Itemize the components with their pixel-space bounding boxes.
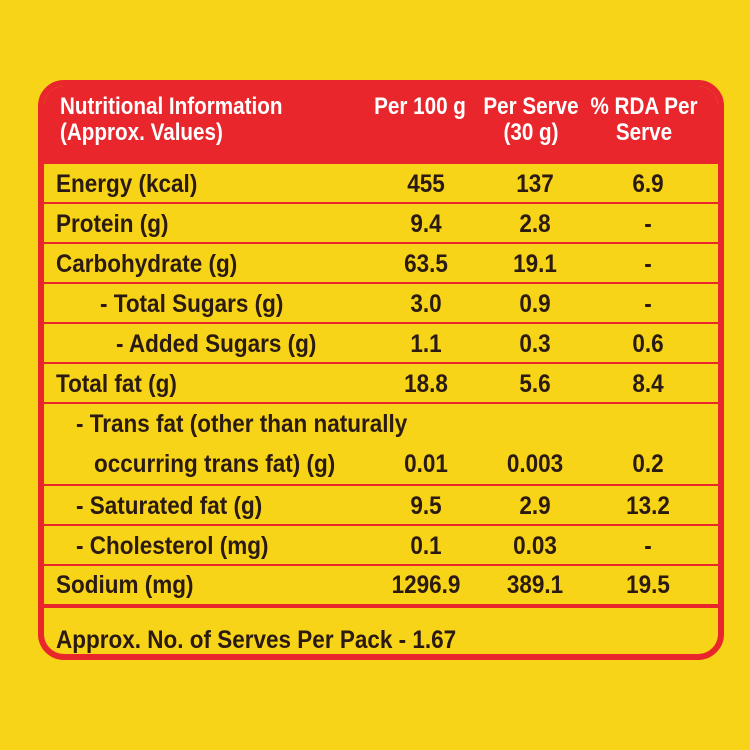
row-per-100g: 1.1 <box>410 330 442 358</box>
header-per-serve: Per Serve (30 g) <box>471 94 591 146</box>
table-row: - Cholesterol (mg) 0.1 0.03 - <box>44 526 718 566</box>
header-per-serve-line1: Per Serve <box>483 93 579 120</box>
row-per-100g: 3.0 <box>410 290 442 318</box>
table-row: Energy (kcal) 455 137 6.9 <box>44 164 718 204</box>
row-label: Total fat (g) <box>56 370 177 398</box>
row-per-serve: 2.8 <box>519 210 551 238</box>
row-label-line1: - Trans fat (other than naturally <box>76 410 408 438</box>
row-per-serve: 0.3 <box>519 330 551 358</box>
row-per-100g: 63.5 <box>404 250 448 278</box>
table-row: - Total Sugars (g) 3.0 0.9 - <box>44 284 718 324</box>
header-rda: % RDA Per Serve <box>584 94 704 146</box>
row-rda: - <box>644 250 652 278</box>
header-info-line1: Nutritional Information <box>60 93 283 120</box>
row-label: Protein (g) <box>56 210 169 238</box>
table-row: - Added Sugars (g) 1.1 0.3 0.6 <box>44 324 718 364</box>
row-per-100g: 0.01 <box>404 450 448 478</box>
row-label: - Cholesterol (mg) <box>76 532 269 560</box>
row-per-100g: 455 <box>407 170 445 198</box>
row-per-100g: 18.8 <box>404 370 448 398</box>
table-row: - Saturated fat (g) 9.5 2.9 13.2 <box>44 486 718 526</box>
header-info-line2: (Approx. Values) <box>60 119 223 146</box>
row-rda: - <box>644 290 652 318</box>
row-label: - Added Sugars (g) <box>116 330 317 358</box>
header-rda-line2: Serve <box>615 119 673 146</box>
header-info: Nutritional Information (Approx. Values) <box>60 94 282 146</box>
row-per-serve: 0.003 <box>506 450 564 478</box>
row-per-100g: 1296.9 <box>391 571 461 599</box>
table-row: Protein (g) 9.4 2.8 - <box>44 204 718 244</box>
table-row: Total fat (g) 18.8 5.6 8.4 <box>44 364 718 404</box>
row-per-serve: 2.9 <box>519 492 551 520</box>
header-per-100g: Per 100 g <box>374 93 466 120</box>
table-row: Sodium (mg) 1296.9 389.1 19.5 <box>44 566 718 608</box>
row-rda: 8.4 <box>632 370 664 398</box>
row-label: Sodium (mg) <box>56 571 194 599</box>
row-rda: 0.6 <box>632 330 664 358</box>
row-per-serve: 5.6 <box>519 370 551 398</box>
row-per-serve: 19.1 <box>513 250 557 278</box>
row-per-serve: 389.1 <box>506 571 564 599</box>
row-per-serve: 0.9 <box>519 290 551 318</box>
table-header: Nutritional Information (Approx. Values)… <box>44 86 718 164</box>
row-label: - Saturated fat (g) <box>76 492 263 520</box>
row-rda: - <box>644 532 652 560</box>
serves-per-pack: Approx. No. of Serves Per Pack - 1.67 <box>56 626 457 654</box>
row-label: Carbohydrate (g) <box>56 250 238 278</box>
row-rda: 19.5 <box>626 571 670 599</box>
row-per-serve: 137 <box>516 170 554 198</box>
row-rda: - <box>644 210 652 238</box>
table-row: Carbohydrate (g) 63.5 19.1 - <box>44 244 718 284</box>
row-label: - Total Sugars (g) <box>100 290 284 318</box>
header-per-serve-line2: (30 g) <box>503 119 559 146</box>
row-label-line2: occurring trans fat) (g) <box>94 450 336 478</box>
table-row: - Trans fat (other than naturally occurr… <box>44 404 718 486</box>
row-rda: 0.2 <box>632 450 664 478</box>
row-per-100g: 9.4 <box>410 210 442 238</box>
header-rda-line1: % RDA Per <box>590 93 698 120</box>
nutrition-table: Nutritional Information (Approx. Values)… <box>38 80 724 660</box>
row-rda: 6.9 <box>632 170 664 198</box>
row-per-100g: 0.1 <box>410 532 442 560</box>
row-per-serve: 0.03 <box>513 532 557 560</box>
row-label: Energy (kcal) <box>56 170 198 198</box>
row-per-100g: 9.5 <box>410 492 442 520</box>
row-rda: 13.2 <box>626 492 670 520</box>
